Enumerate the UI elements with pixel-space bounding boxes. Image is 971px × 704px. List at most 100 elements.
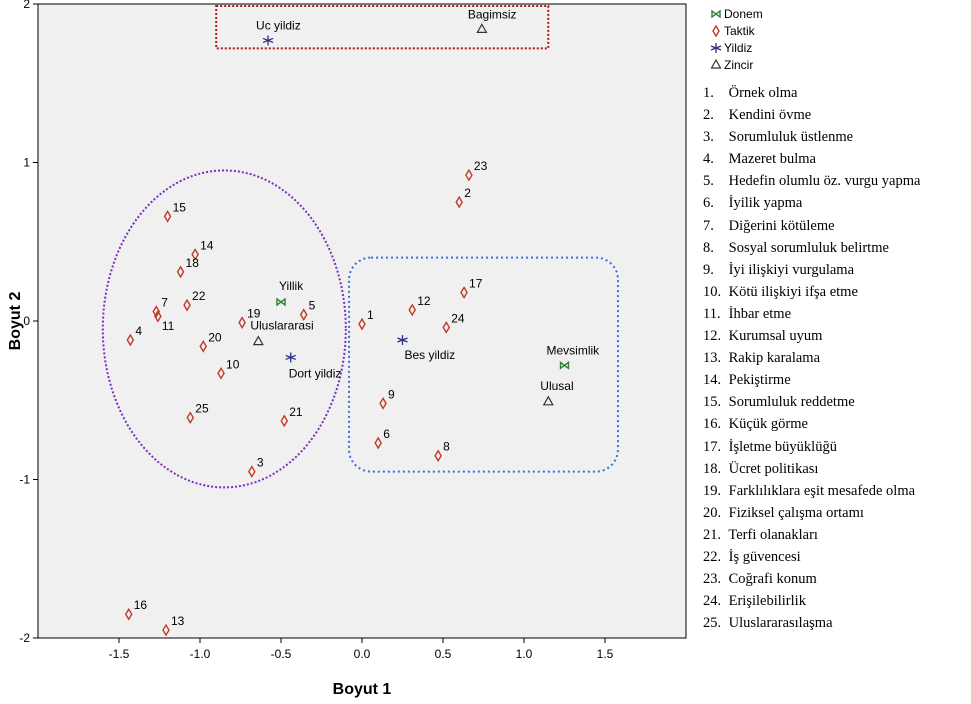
legend-item: 19. Farklılıklara eşit mesafede olma [703,480,920,502]
legend-item-text: İşletme büyüklüğü [728,438,837,455]
y-tick-label: 0 [23,314,30,328]
point-label: 12 [417,294,431,308]
data-points: 1234567891011121314151617181920212223242… [124,7,601,637]
point-label: 4 [135,324,142,338]
legend-item-text: Hedefin olumlu öz. vurgu yapma [728,173,921,190]
point-label: Ulusal [540,379,573,393]
legend-marker-zincir [710,58,722,69]
point-label: 16 [134,598,148,612]
point-label: 21 [289,405,303,419]
legend-item-text: Farklılıklara eşit mesafede olma [728,482,916,499]
legend-item: 6. İyilik yapma [703,192,920,214]
legend-marker-yildiz [710,43,722,53]
legend-marker-taktik [712,24,720,38]
point-label: Mevsimlik [547,343,601,357]
taktik-point-15 [163,210,172,223]
legend-item: 2. Kendini övme [703,104,920,126]
legend-item-number: 12. [703,328,722,345]
legend-item: 3. Sorumluluk üstlenme [703,126,920,148]
taktik-point-10 [217,366,225,380]
point-label: 1 [367,308,374,322]
donem-point-yillik [276,297,286,307]
legend-item: 16. Küçük görme [703,413,920,435]
legend-item: 17. İşletme büyüklüğü [703,436,920,458]
legend-item-number: 16. [703,416,722,433]
taktik-point-24 [442,320,451,334]
legend-label: Yildiz [724,41,752,55]
taktik-point-16 [124,607,133,621]
legend-item-number: 1. [703,85,714,101]
legend-item: 10. Kötü ilişkiyi ifşa etme [703,281,920,303]
legend-item-text: Erişilebilirlik [728,593,806,610]
point-label: 13 [171,614,185,628]
x-tick-label: 1.0 [516,647,533,661]
legend-item: 7. Diğerini kötüleme [703,215,920,237]
taktik-point-18 [176,265,185,279]
legend-item-text: Örnek olma [728,85,798,101]
taktik-point-22 [183,298,191,312]
x-tick-label: -1.0 [190,647,211,661]
legend-item-number: 15. [703,394,722,411]
y-axis-title: Boyut 2 [7,292,24,351]
point-label: 10 [226,357,240,371]
point-label: 25 [195,402,209,416]
y-tick-label: -2 [19,631,30,645]
y-tick-label: -1 [19,473,30,487]
legend-item-text: İyilik yapma [728,195,803,212]
taktik-point-19 [238,316,246,329]
legend-item: 18. Ücret politikası [703,458,920,480]
yildiz-point-bes-yildiz [397,335,408,346]
yildiz-point-dort-yildiz [285,352,296,363]
yildiz-point-uc-yildiz [262,35,274,46]
point-label: 19 [247,307,261,321]
legend-item: 1. Örnek olma [703,82,920,104]
point-label: 14 [200,238,214,252]
legend-item: 11. İhbar etme [703,303,920,325]
legend-item-number: 22. [703,548,722,565]
point-label: 23 [474,159,488,173]
legend-item-text: Terfi olanakları [728,526,818,543]
left-cluster-ellipse [101,169,347,489]
point-label: Bes yildiz [405,348,456,362]
taktik-point-8 [434,449,442,463]
zincir-point-bagimsiz [476,23,488,33]
legend-item-text: İhbar etme [728,305,792,322]
legend-item: 20. Fiziksel çalışma ortamı [703,502,920,524]
x-tick-label: 1.5 [597,647,614,661]
legend-item: 14. Pekiştirme [703,369,920,391]
legend-item-text: Fiziksel çalışma ortamı [728,504,864,521]
legend-item-text: Mazeret bulma [728,151,816,168]
legend-item: 25. Uluslararasılaşma [703,612,920,634]
plot-area [37,3,687,639]
legend-item-text: Coğrafi konum [728,571,817,588]
taktik-point-14 [191,248,199,261]
point-label: 17 [469,276,483,290]
legend-item: 23. Coğrafi konum [703,568,920,590]
y-tick-label: 2 [23,0,30,11]
taktik-point-2 [455,195,464,209]
legend-item-number: 19. [703,482,722,499]
taktik-point-21 [280,414,289,428]
legend-item-number: 5. [703,173,714,190]
taktik-point-23 [465,168,473,182]
legend-item: 22. İş güvencesi [703,546,920,568]
point-label: 3 [257,456,264,470]
legend-marker-donem [711,9,721,19]
legend-item-number: 8. [703,239,714,256]
legend-item-text: Kendini övme [728,107,812,124]
legend-item-number: 24. [703,593,722,610]
taktik-point-7 [152,305,161,318]
legend-item-text: Uluslararasılaşma [728,615,833,632]
legend-item-number: 10. [703,283,722,300]
legend-label: Zincir [724,58,753,72]
legend-item-text: Rakip karalama [728,350,821,367]
legend-item-number: 4. [703,151,714,168]
legend-item-number: 7. [703,217,714,234]
point-label: 6 [383,427,390,441]
legend-label: Taktik [724,24,756,38]
taktik-point-12 [408,303,417,317]
legend-item-number: 13. [703,350,722,367]
taktik-point-20 [199,339,208,353]
legend: Donem Taktik Yildiz Zincir [710,7,763,72]
